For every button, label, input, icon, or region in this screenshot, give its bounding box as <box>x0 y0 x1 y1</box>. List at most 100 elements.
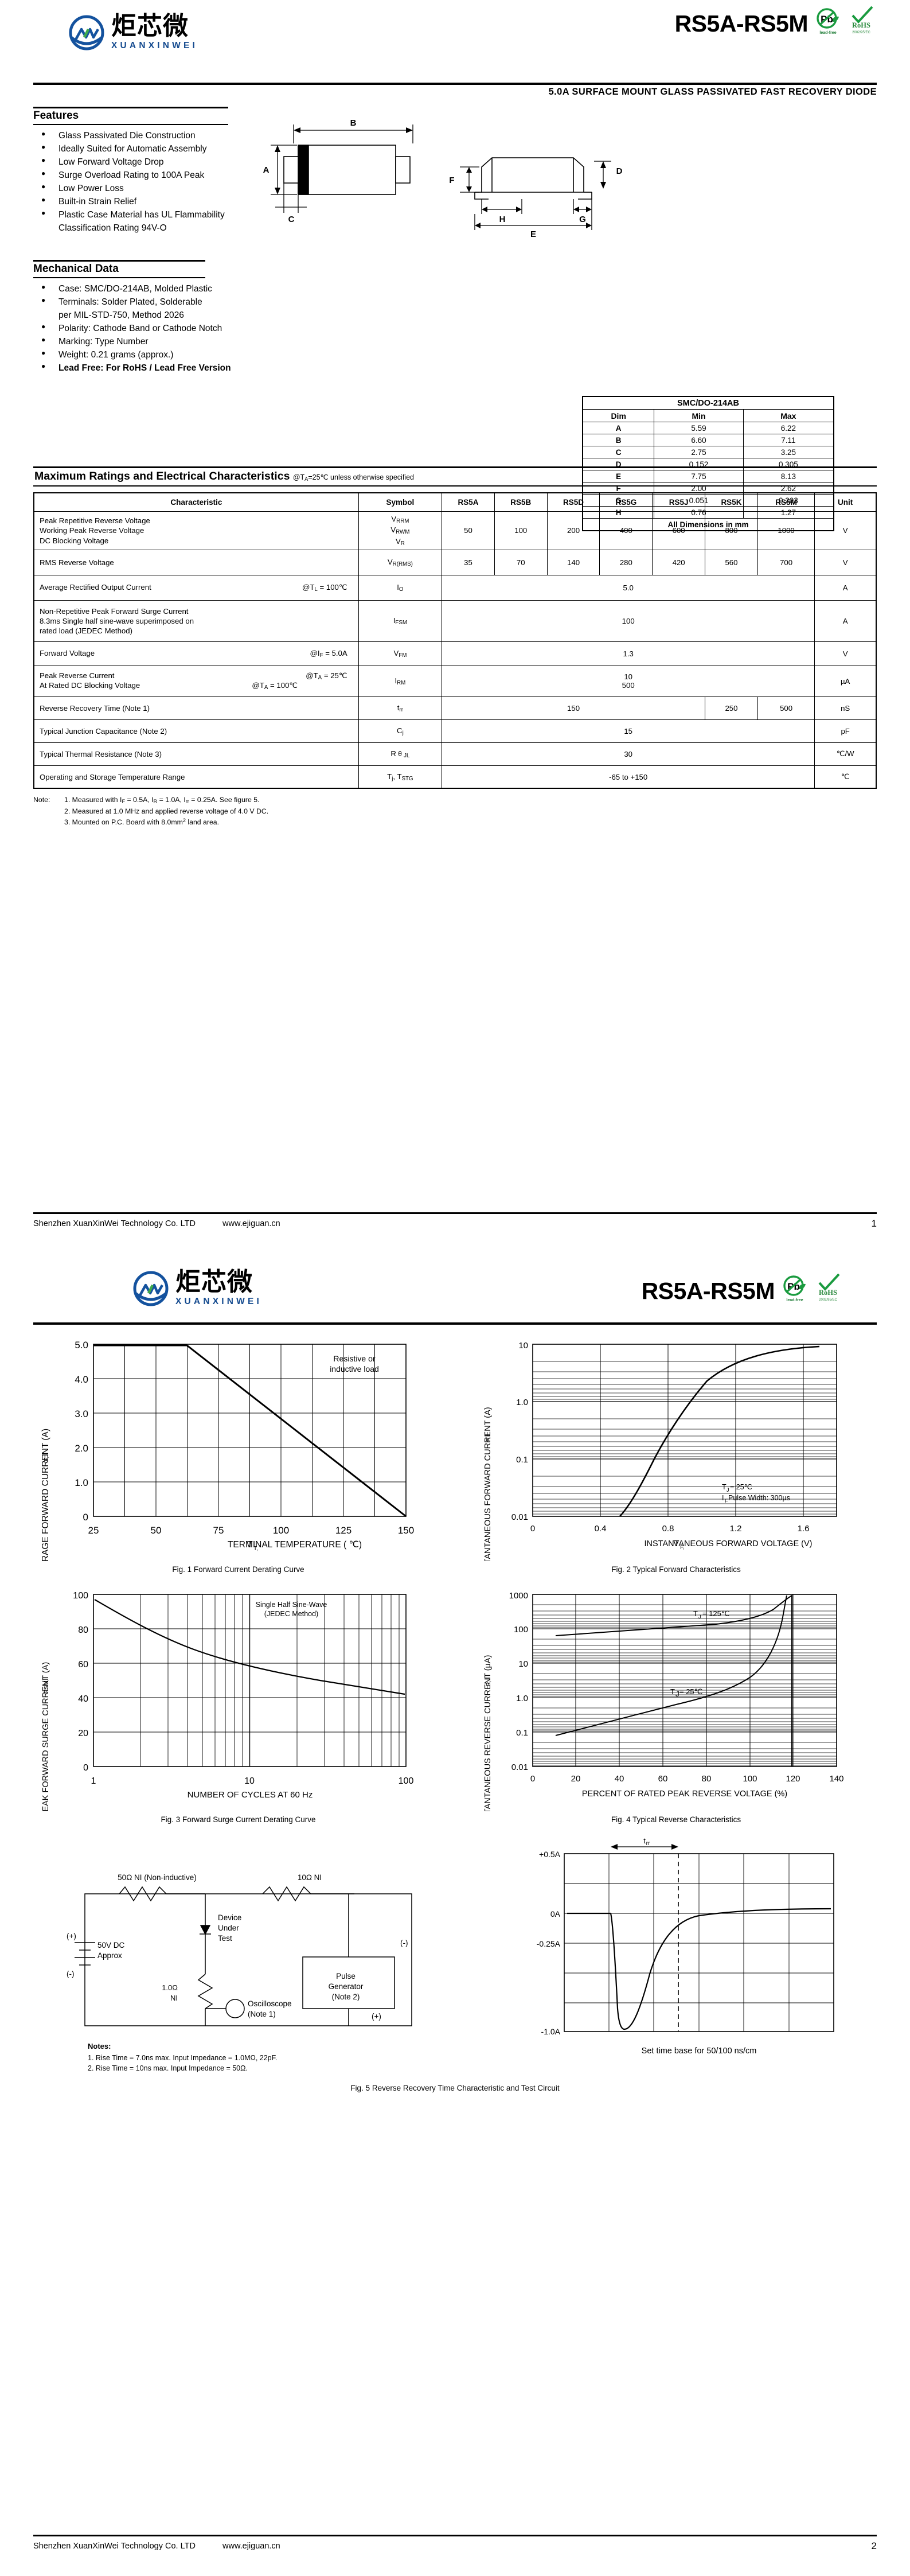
table-row: B 6.60 7.11 <box>582 434 834 446</box>
svg-text:Pulse Width: 300µs: Pulse Width: 300µs <box>728 1494 790 1502</box>
svg-text:INSTANTANEOUS REVERSE CURRENT: INSTANTANEOUS REVERSE CURRENT (µA) <box>483 1655 493 1811</box>
fig4-annotation-125: T <box>693 1609 698 1618</box>
svg-text:F,: F, <box>486 1437 492 1442</box>
fig5-wf-label-025a: -0.25A <box>537 1939 561 1948</box>
svg-text:0: 0 <box>83 1512 88 1523</box>
cell-symbol: VFM <box>358 641 443 666</box>
svg-text:H: H <box>499 215 506 224</box>
cell-unit: V <box>814 641 877 666</box>
fig5-wf-label-trr: t <box>643 1836 646 1845</box>
svg-text:D: D <box>616 166 623 176</box>
fig5-wf-label-0a: 0A <box>550 1909 561 1919</box>
part-title-block: RS5A-RS5M Pb lead-free RoHS <box>675 6 877 36</box>
svg-text:20: 20 <box>571 1774 581 1784</box>
fig4-ylabel: I <box>483 1677 493 1679</box>
list-item: Low Forward Voltage Drop <box>33 155 877 169</box>
svg-text:60: 60 <box>78 1660 88 1670</box>
svg-text:140: 140 <box>829 1774 843 1784</box>
features-heading: Features <box>33 110 79 122</box>
fig5-wf-label-05a: +0.5A <box>539 1850 561 1859</box>
svg-text:(Note 2): (Note 2) <box>332 1993 360 2001</box>
cell-value: -65 to +150 <box>442 765 815 789</box>
table-row: Forward Voltage @IF = 5.0A VFM 1.3 V <box>33 641 877 666</box>
svg-text:Approx: Approx <box>97 1951 122 1960</box>
cell-text: DC Blocking Voltage <box>40 536 109 545</box>
ratings-rule-bottom <box>33 485 877 487</box>
svg-text:E: E <box>530 229 536 238</box>
table-row: Reverse Recovery Time (Note 1) trr 150 2… <box>33 696 877 720</box>
footer-divider <box>33 2535 877 2536</box>
footer-url[interactable]: www.ejiguan.cn <box>222 1219 280 1228</box>
svg-text:F: F <box>449 176 454 185</box>
dimension-table: SMC/DO-214AB Dim Min Max A 5.59 6.22 B 6.60… <box>582 396 834 531</box>
cell-value: 700 <box>757 549 815 575</box>
svg-text:80: 80 <box>702 1774 712 1784</box>
cell-text: Average Rectified Output Current <box>40 582 151 592</box>
datasheet-page-2: 炬芯微 XUANXINWEI RS5A-RS5M Pb lead-free <box>0 1254 910 2576</box>
cell-unit: ℃/W <box>814 742 877 766</box>
fig5-label-dut: Device <box>218 1913 241 1922</box>
cell-unit: µA <box>814 665 877 697</box>
svg-text:75: 75 <box>213 1525 224 1536</box>
svg-text:10: 10 <box>244 1776 255 1786</box>
package-outline-drawing: B A C <box>252 112 654 239</box>
chart-row-1: I F, AVERAGE FORWARD CURRENT (A) <box>33 1332 877 1579</box>
footer-company: Shenzhen XuanXinWei Technology Co. LTD <box>33 1219 196 1228</box>
fig5-notes-heading: Notes: <box>88 2042 111 2050</box>
mechanical-data-section: Mechanical Data Case: SMC/DO-214AB, Mold… <box>33 260 877 375</box>
fig3-ylabel: I <box>41 1678 50 1680</box>
fig4-xlabel: PERCENT OF RATED PEAK REVERSE VOLTAGE (%… <box>582 1789 787 1799</box>
cell-value: 420 <box>652 549 706 575</box>
svg-text:150: 150 <box>398 1525 414 1536</box>
svg-text:40: 40 <box>615 1774 624 1784</box>
footer-url[interactable]: www.ejiguan.cn <box>222 2542 280 2551</box>
cell-symbol: IO <box>358 574 443 601</box>
fig3-ytick: 100 <box>73 1591 88 1601</box>
fig3-annotation: Single Half Sine-Wave <box>256 1601 327 1609</box>
fig5-label-scope: Oscilloscope <box>248 1999 292 2008</box>
cell-unit: ℃ <box>814 765 877 789</box>
table-row: Average Rectified Output Current @TL = 1… <box>33 574 877 601</box>
features-section: Features Glass Passivated Die Constructi… <box>33 107 877 235</box>
list-item: Lead Free: For RoHS / Lead Free Version <box>33 361 877 375</box>
chart-row-2: I FSM, PEAK FORWARD SURGE CURRENT (A) <box>33 1582 877 1827</box>
features-rule-bottom <box>33 124 228 125</box>
cell-text: Forward Voltage <box>40 648 95 657</box>
ratings-section: Maximum Ratings and Electrical Character… <box>33 466 877 827</box>
cell-value: 70 <box>494 549 548 575</box>
brand-en-name: XUANXINWEI <box>111 41 198 50</box>
list-item: Terminals: Solder Plated, Solderable <box>33 295 877 309</box>
fig5-label-dc: 50V DC <box>97 1941 125 1949</box>
svg-text:= 25℃: = 25℃ <box>730 1483 752 1491</box>
table-notes: Note: 1. Measured with IF = 0.5A, IR = 1… <box>33 795 877 827</box>
fig3-xlabel: NUMBER OF CYCLES AT 60 Hz <box>188 1790 313 1800</box>
cell-value: 500 <box>757 696 815 720</box>
compliance-badges: Pb lead-free RoHS 2002/95/EC <box>815 6 877 36</box>
rohs-icon: RoHS 2002/95/EC <box>813 1273 843 1302</box>
svg-text:100: 100 <box>273 1525 289 1536</box>
svg-text:10: 10 <box>518 1659 528 1669</box>
svg-text:A: A <box>263 165 270 175</box>
chart-fig5: 50Ω NI (Non-inductive) 10Ω NI Device Und… <box>33 1836 877 2092</box>
datasheet-page-1: 炬芯微 XUANXINWEI RS5A-RS5M Pb lead-free <box>0 0 910 1254</box>
svg-text:INSTANTANEOUS FORWARD VOLTAGE: INSTANTANEOUS FORWARD VOLTAGE (V) <box>645 1539 813 1548</box>
fig4-ytick: 1000 <box>509 1591 528 1601</box>
page2-header-divider <box>33 1322 877 1325</box>
svg-text:1.0: 1.0 <box>516 1398 528 1407</box>
note-item: 1. Measured with IF = 0.5A, IR = 1.0A, I… <box>64 796 260 805</box>
cell-symbol: VR(RMS) <box>358 549 443 575</box>
svg-text:1.2: 1.2 <box>730 1524 742 1534</box>
list-item: Marking: Type Number <box>33 335 877 348</box>
svg-text:(Note 1): (Note 1) <box>248 2010 276 2018</box>
fig5-label-pulsegen: Pulse <box>336 1972 356 1980</box>
table-row: D 0.152 0.305 <box>582 458 834 470</box>
page-header: 炬芯微 XUANXINWEI RS5A-RS5M Pb lead-free <box>33 0 877 80</box>
part-title-block: RS5A-RS5M Pb lead-free RoHS <box>642 1273 843 1303</box>
header-divider <box>33 83 877 85</box>
svg-text:0: 0 <box>83 1763 88 1773</box>
svg-text:J: J <box>698 1614 701 1620</box>
fig5-note-1: 1. Rise Time = 7.0ns max. Input Impedanc… <box>88 2054 277 2062</box>
brand-cn-name: 炬芯微 <box>111 11 189 41</box>
cell-text: At Rated DC Blocking Voltage <box>40 681 140 690</box>
svg-text:F,: F, <box>680 1544 685 1551</box>
